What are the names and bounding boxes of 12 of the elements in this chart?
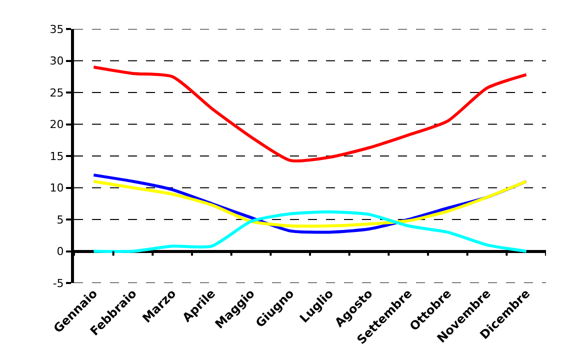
y-tick-label: 20 [50, 118, 64, 132]
line-series [92, 66, 528, 162]
y-tick-label: 10 [50, 182, 64, 195]
y-tick-label: 30 [50, 54, 64, 68]
y-tick-label: -5 [52, 276, 64, 290]
y-tick-label: 15 [50, 150, 64, 163]
y-tick-label: 35 [50, 22, 64, 36]
line-series [92, 210, 528, 253]
y-tick-label: 5 [56, 213, 64, 226]
y-tick-label: 0 [56, 245, 64, 258]
y-tick-label: 25 [50, 86, 64, 100]
line-series [92, 180, 528, 228]
